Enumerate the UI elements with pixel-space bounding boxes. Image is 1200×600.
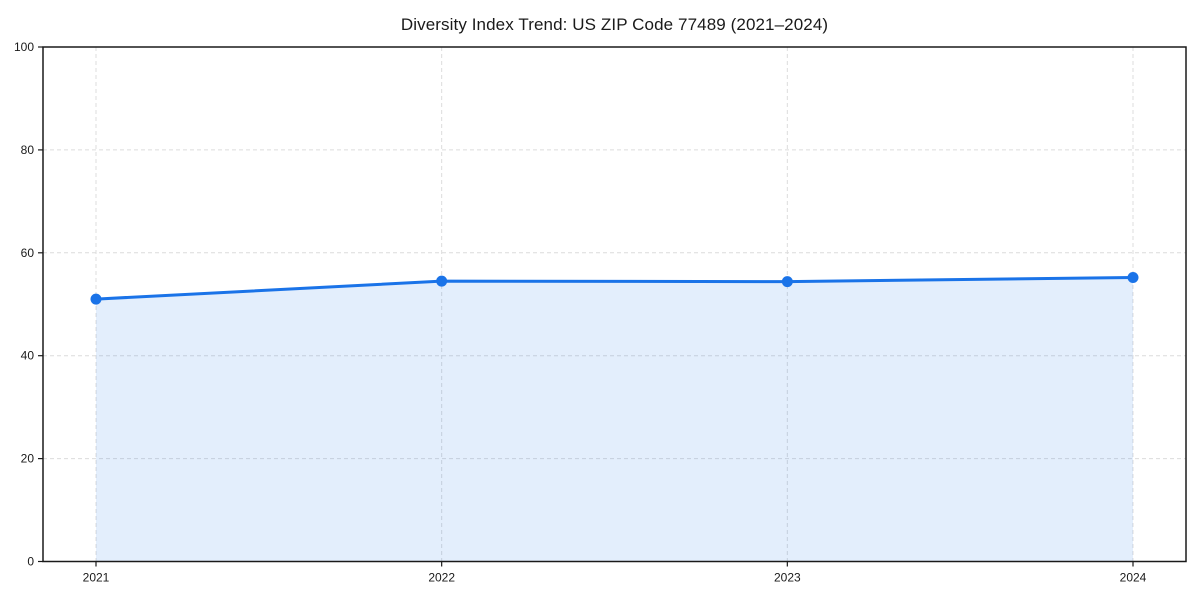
y-tick-label: 60 [21,246,35,260]
area-fill [96,277,1133,562]
x-tick-label: 2022 [428,571,455,585]
y-tick-label: 100 [14,40,34,54]
y-tick-label: 80 [21,143,35,157]
data-point [90,293,102,305]
trend-line [94,275,1135,301]
y-tick-label: 0 [27,555,34,569]
x-tick-label: 2021 [83,571,110,585]
data-point [1127,271,1139,283]
x-tick-label: 2024 [1120,571,1147,585]
chart-title: Diversity Index Trend: US ZIP Code 77489… [401,15,828,34]
data-point [436,275,448,287]
plot-border [42,46,1187,563]
plot-area: 0 20 40 60 80 100 2021 2022 2023 2024 [14,40,1187,585]
y-tick-label: 20 [21,452,35,466]
data-point [781,276,793,288]
y-tick-label: 40 [21,349,35,363]
x-tick-label: 2023 [774,571,801,585]
